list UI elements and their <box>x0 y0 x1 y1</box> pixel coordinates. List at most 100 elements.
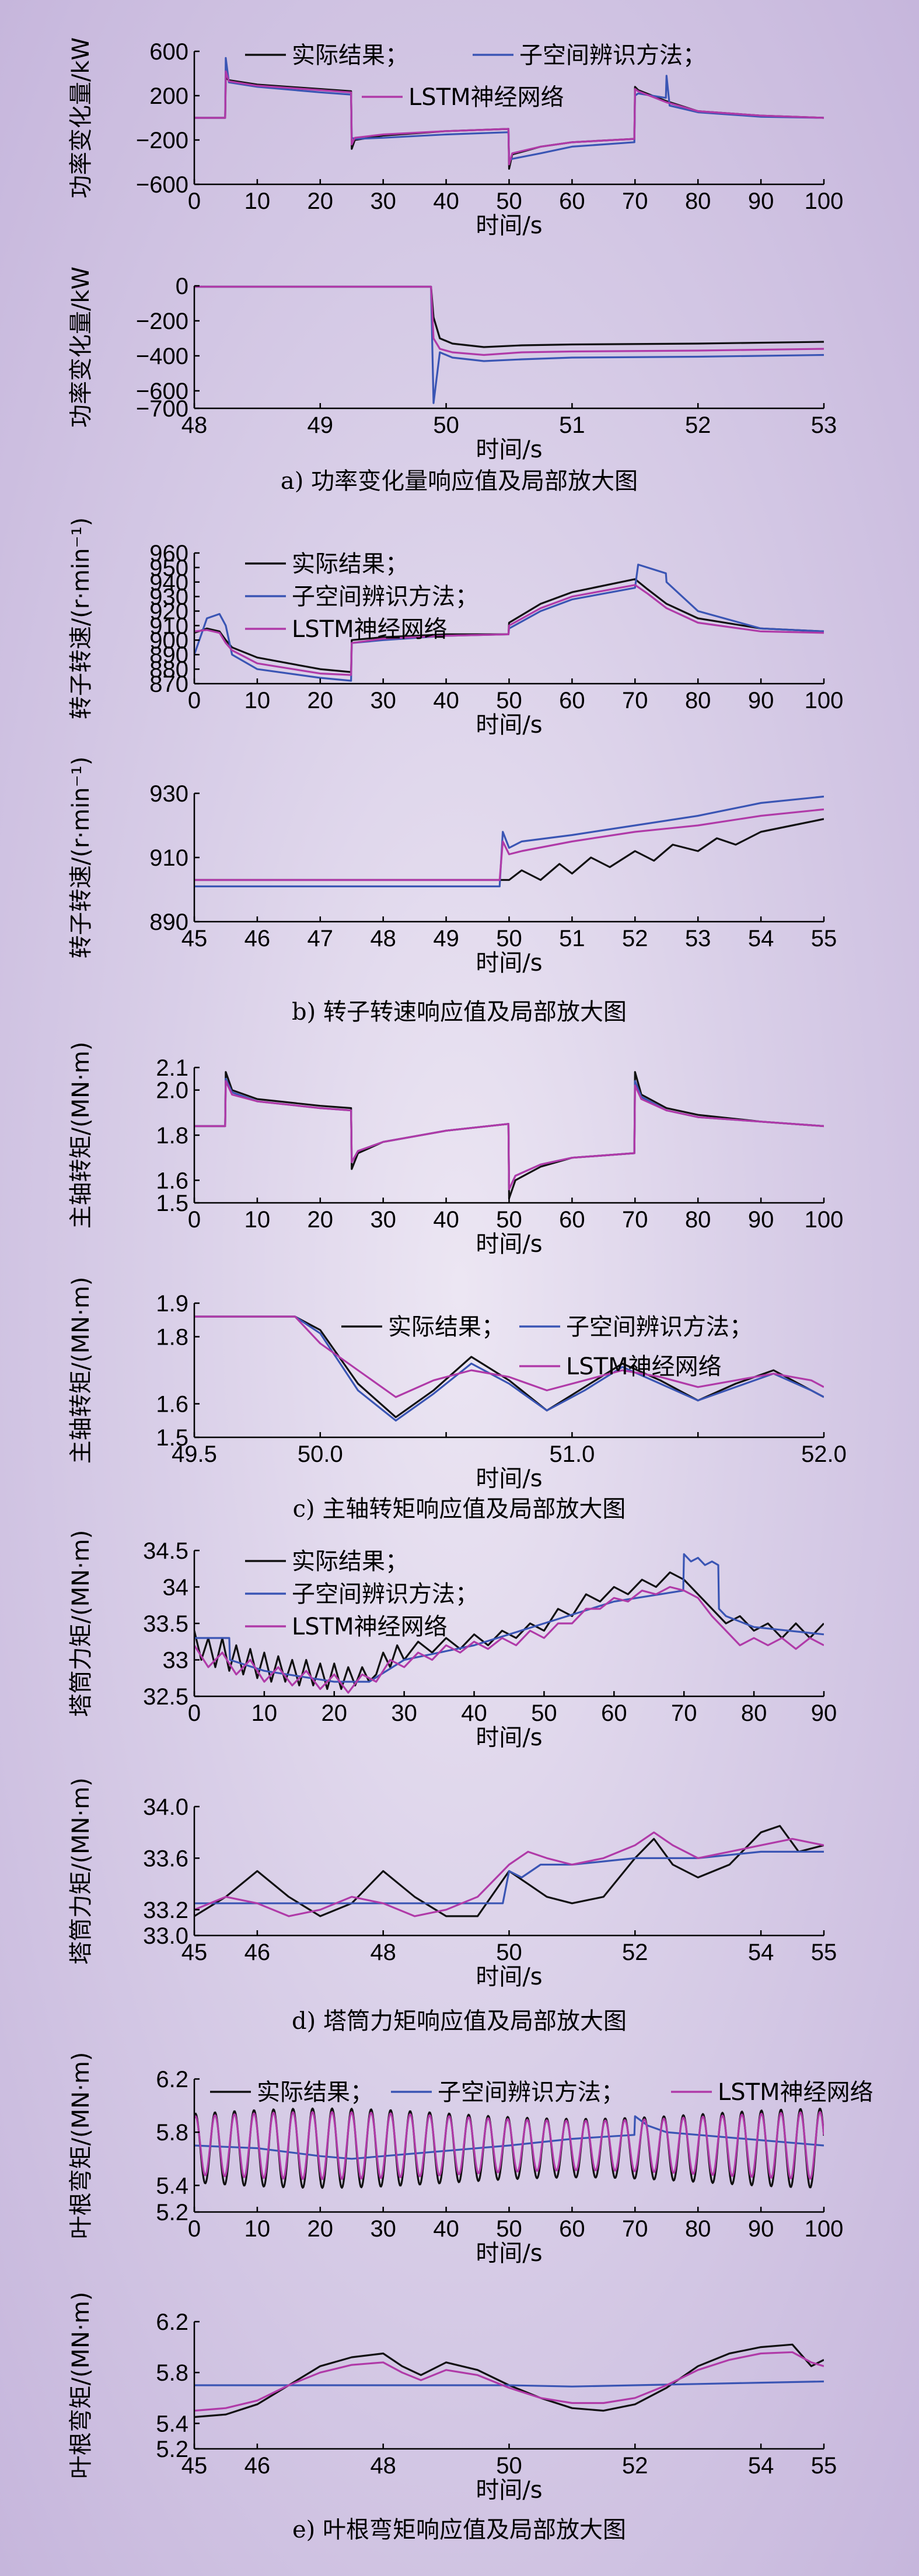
y-tick-label: 870 <box>149 671 188 697</box>
x-tick-label: 30 <box>370 688 396 713</box>
x-tick-label: 60 <box>559 188 585 214</box>
y-axis-label: 主轴转矩/(MN·m) <box>68 1042 95 1229</box>
y-tick-label: 33.0 <box>143 1923 188 1949</box>
figure-caption: e) 叶根弯矩响应值及局部放大图 <box>292 2516 626 2543</box>
y-tick-label: 1.6 <box>156 1392 188 1418</box>
chart-panel-4: 0 10 20 30 40 50 60 70 80 90 100 1.51.6 1.8 2.02.1 时间/… <box>68 1042 843 1258</box>
x-tick-label: 100 <box>805 1207 844 1233</box>
series-line-lstm <box>194 2110 824 2180</box>
series-line-lstm <box>194 584 824 676</box>
x-tick-label: 48 <box>370 926 396 951</box>
x-tick-label: 55 <box>811 2453 837 2479</box>
legend-entry: 实际结果； <box>257 2079 373 2106</box>
x-tick-label: 70 <box>622 2216 648 2242</box>
y-tick-label: 1.9 <box>156 1291 188 1317</box>
x-tick-label: 52.0 <box>801 1441 847 1467</box>
x-tick-label: 50 <box>496 1940 522 1965</box>
x-tick-label: 10 <box>251 1700 278 1726</box>
y-tick-label: 5.4 <box>156 2411 188 2437</box>
x-tick-label: 100 <box>805 688 844 713</box>
legend-entry: LSTM神经网络 <box>408 84 564 111</box>
x-tick-label: 51 <box>559 412 585 438</box>
x-tick-label: 10 <box>244 688 271 713</box>
legend-entry: 实际结果； <box>292 42 408 69</box>
series-line-lstm <box>194 1586 824 1694</box>
chart-panel-8: 0 10 20 30 40 50 60 70 80 90 100 5.25.4 5.8 6.2 时间/s 叶根… <box>68 2052 873 2267</box>
series-line-subspace <box>194 2380 824 2388</box>
x-axis-label: 时间/s <box>476 1231 542 1258</box>
x-tick-label: 40 <box>433 1207 459 1233</box>
x-tick-label: 50 <box>496 2216 522 2242</box>
x-tick-label: 49.5 <box>172 1441 217 1467</box>
legend-entry: 子空间辨识方法； <box>519 42 706 69</box>
x-tick-label: 46 <box>244 2453 271 2479</box>
series-line-subspace <box>194 1315 824 1422</box>
y-axis-label: 塔筒力矩/(MN·m) <box>68 1777 95 1965</box>
y-axis-label: 叶根弯矩/(MN·m) <box>68 2292 95 2479</box>
x-tick-label: 46 <box>244 1940 271 1965</box>
x-tick-label: 70 <box>622 688 648 713</box>
x-tick-label: 52 <box>685 412 711 438</box>
y-tick-label: 5.4 <box>156 2173 188 2199</box>
x-tick-label: 54 <box>748 2453 774 2479</box>
legend-entry: 子空间辨识方法； <box>566 1314 753 1340</box>
x-tick-label: 46 <box>244 926 271 951</box>
y-tick-label: 5.2 <box>156 2200 188 2225</box>
y-tick-label: 960 <box>149 541 188 566</box>
x-tick-label: 0 <box>188 188 201 214</box>
x-tick-label: 10 <box>244 2216 271 2242</box>
series-line-actual <box>194 1825 824 1917</box>
y-tick-label: 940 <box>149 570 188 596</box>
figure-caption: a) 功率变化量响应值及局部放大图 <box>281 468 638 495</box>
series-line-subspace <box>194 1850 824 1905</box>
x-tick-label: 50 <box>531 1700 557 1726</box>
y-tick-label: 1.6 <box>156 1168 188 1194</box>
legend-entry: LSTM神经网络 <box>566 1353 722 1380</box>
series-line-lstm <box>194 808 824 881</box>
x-axis-label: 时间/s <box>476 950 542 977</box>
x-tick-label: 60 <box>559 688 585 713</box>
x-tick-label: 45 <box>181 1940 208 1965</box>
y-tick-label: 34.5 <box>143 1538 188 1564</box>
x-tick-label: 70 <box>622 1207 648 1233</box>
y-tick-label: 600 <box>149 39 188 65</box>
x-axis-label: 时间/s <box>476 1964 542 1990</box>
x-tick-label: 90 <box>811 1700 837 1726</box>
series-line-lstm <box>194 1080 824 1191</box>
x-tick-label: 40 <box>433 2216 459 2242</box>
x-tick-label: 48 <box>181 412 208 438</box>
x-tick-label: 0 <box>188 688 201 713</box>
x-tick-label: 52 <box>622 926 648 951</box>
x-tick-label: 20 <box>322 1700 348 1726</box>
figure-caption: c) 主轴转矩响应值及局部放大图 <box>293 1496 626 1522</box>
legend-entry: 子空间辨识方法； <box>438 2079 624 2106</box>
x-tick-label: 100 <box>805 188 844 214</box>
y-tick-label: −600 <box>136 379 188 404</box>
x-tick-label: 54 <box>748 1940 774 1965</box>
y-tick-label: −700 <box>136 396 188 422</box>
chart-panel-9: 45 46 48 50 52 54 55 5.25.4 5.8 6.2 时间/s 叶根弯矩/(MN·m… <box>68 2292 837 2543</box>
series-line-lstm <box>194 1315 824 1398</box>
y-tick-label: 890 <box>149 642 188 668</box>
legend-entry: LSTM神经网络 <box>292 1614 448 1640</box>
x-tick-label: 70 <box>622 188 648 214</box>
y-axis-label: 功率变化量/kW <box>68 267 95 428</box>
x-axis-label: 时间/s <box>476 2477 542 2504</box>
chart-panel-7: 45 46 48 50 52 54 55 33.033.2 33.6 34.0 时间/s 塔筒力矩/(… <box>68 1777 837 2035</box>
x-tick-label: 48 <box>370 2453 396 2479</box>
x-tick-label: 50 <box>496 2453 522 2479</box>
x-tick-label: 55 <box>811 1940 837 1965</box>
x-tick-label: 90 <box>748 1207 774 1233</box>
x-tick-label: 90 <box>748 188 774 214</box>
x-tick-label: 20 <box>308 688 334 713</box>
y-tick-label: 950 <box>149 555 188 581</box>
series-line-subspace <box>194 285 824 404</box>
y-tick-label: 33.6 <box>143 1846 188 1871</box>
x-tick-label: 40 <box>433 188 459 214</box>
y-tick-label: −200 <box>136 309 188 334</box>
x-tick-label: 80 <box>685 188 711 214</box>
x-tick-label: 49 <box>433 926 459 951</box>
x-tick-label: 90 <box>748 2216 774 2242</box>
x-tick-label: 47 <box>308 926 334 951</box>
x-tick-label: 51 <box>559 926 585 951</box>
